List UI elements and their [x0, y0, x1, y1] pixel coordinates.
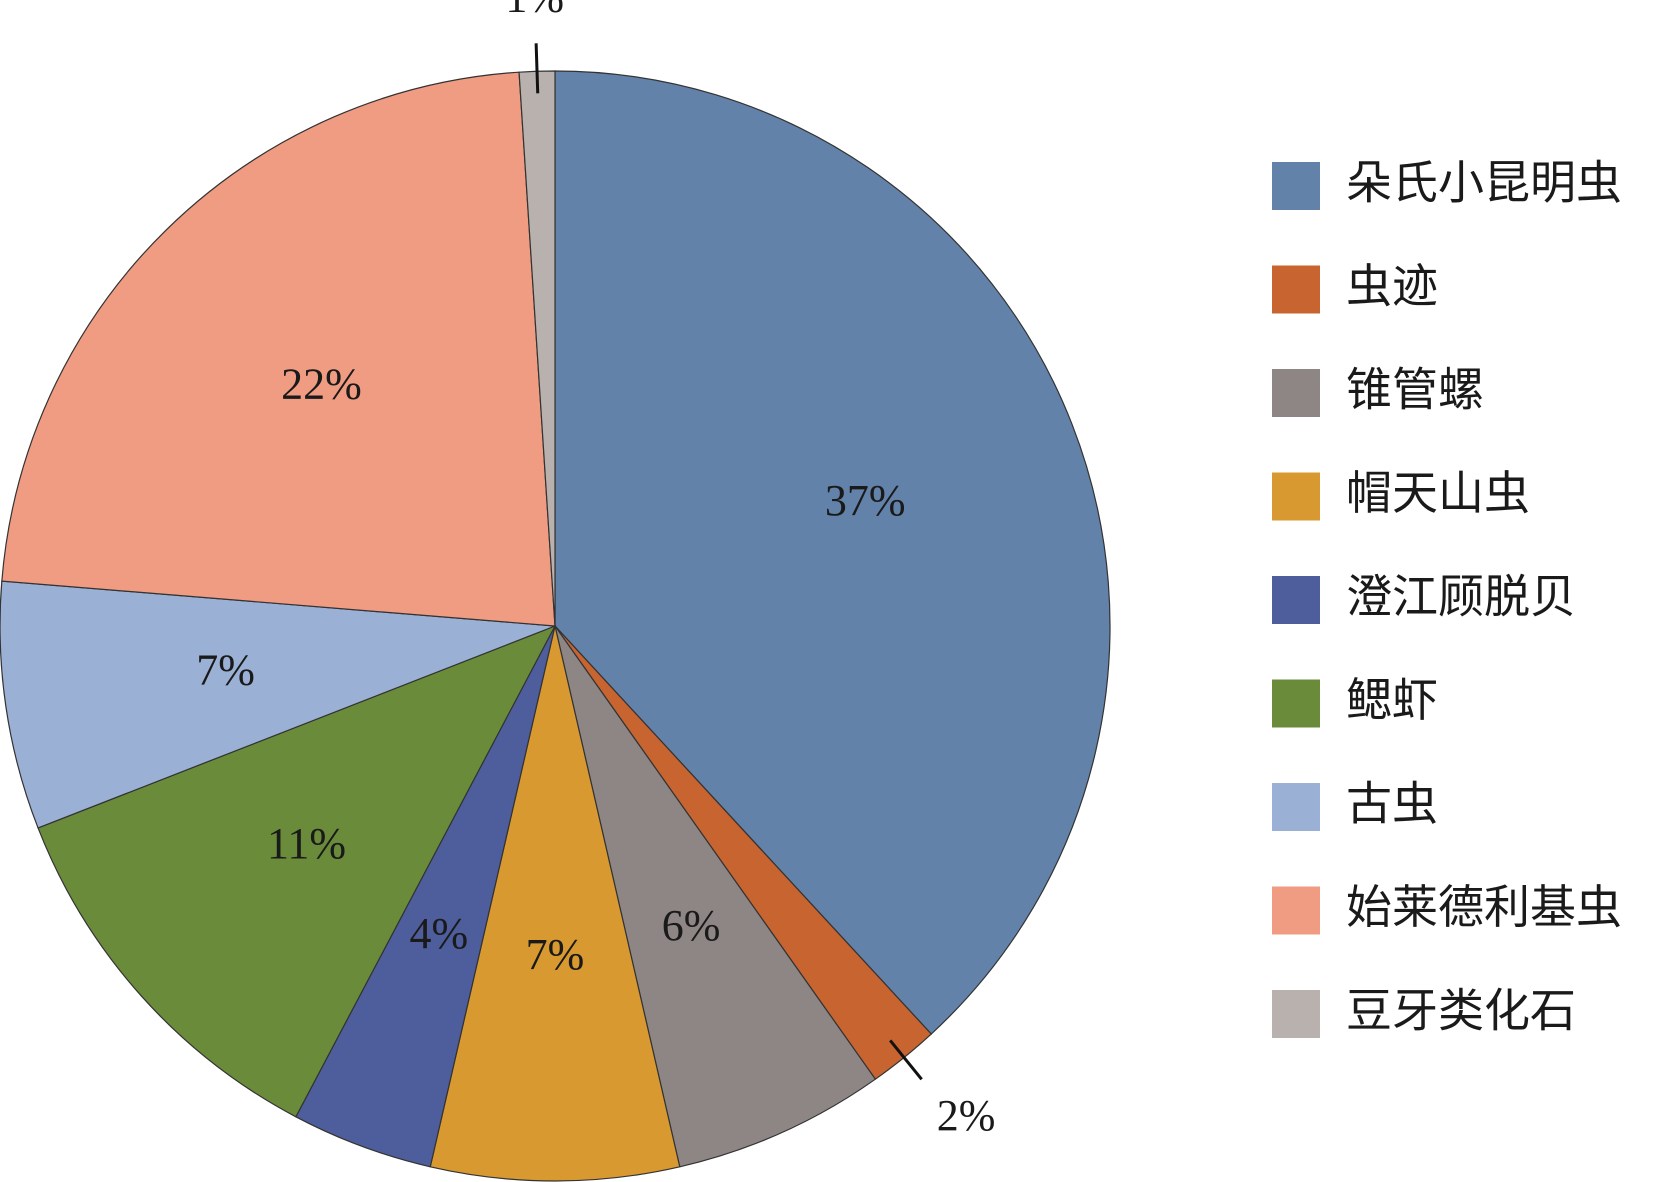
legend-swatch-0 — [1272, 162, 1320, 210]
legend-swatch-2 — [1272, 369, 1320, 417]
legend-label-4: 澄江顾脱贝 — [1346, 570, 1576, 624]
leader-lines — [534, 43, 923, 1081]
pie-slice-5 — [37, 624, 557, 1118]
slice-label-7: 22% — [281, 360, 362, 409]
pie-slice-6 — [0, 580, 556, 829]
leader-line-8 — [534, 43, 540, 94]
slice-labels: 37% 2% 6% 7% 4% 11% 7% 22% 1% — [196, 0, 995, 1140]
legend-label-7: 始莱德利基虫 — [1346, 880, 1622, 934]
legend-swatch-4 — [1272, 576, 1320, 624]
slice-label-0: 37% — [825, 476, 906, 525]
pie-slice-7 — [1, 71, 556, 627]
slice-label-1: 2% — [937, 1091, 996, 1140]
legend-swatch-7 — [1272, 886, 1320, 935]
slice-label-8: 1% — [505, 0, 564, 21]
pie-slice-3 — [429, 625, 681, 1182]
legend-label-0: 朵氏小昆明虫 — [1346, 156, 1622, 210]
slice-label-6: 7% — [196, 645, 255, 694]
legend-label-6: 古虫 — [1346, 777, 1438, 831]
pie-slices — [0, 70, 1111, 1182]
pie-slice-0 — [554, 70, 1111, 1035]
pie-slice-2 — [554, 625, 877, 1168]
slice-label-2: 6% — [662, 901, 721, 950]
legend-swatch-3 — [1272, 472, 1320, 521]
slice-label-5: 11% — [267, 819, 346, 868]
legend-label-2: 锥管螺 — [1346, 363, 1484, 417]
legend-label-3: 帽天山虫 — [1346, 466, 1530, 520]
legend-swatch-8 — [1272, 990, 1320, 1038]
legend-swatch-6 — [1272, 783, 1320, 831]
legend-label-1: 虫迹 — [1346, 259, 1438, 313]
legend-label-5: 鳃虾 — [1346, 673, 1438, 727]
leader-line-1 — [889, 1039, 923, 1081]
legend-label-8: 豆牙类化石 — [1346, 984, 1576, 1038]
legend-swatch-1 — [1272, 265, 1320, 314]
slice-label-4: 4% — [410, 909, 469, 958]
slice-label-3: 7% — [526, 930, 585, 979]
legend-swatch-5 — [1272, 679, 1320, 728]
